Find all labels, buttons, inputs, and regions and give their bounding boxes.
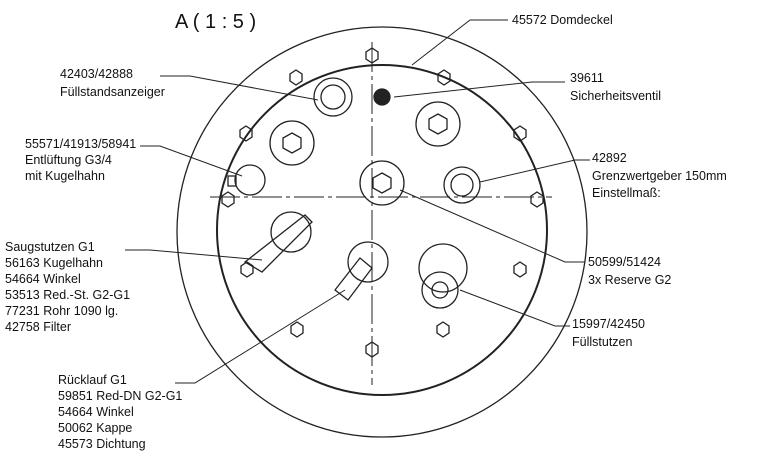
label-line: 54664 Winkel	[5, 272, 81, 286]
view-title: A ( 1 : 5 )	[175, 11, 256, 33]
label-line: 45573 Dichtung	[58, 437, 146, 451]
drawing: A ( 1 : 5 ) 45572 Domdeckel 42403/42888 …	[0, 0, 758, 458]
label-line: mit Kugelhahn	[25, 169, 105, 183]
label-line: Einstellmaß:	[592, 186, 661, 200]
label-line: 50062 Kappe	[58, 421, 132, 435]
label-line: 54664 Winkel	[58, 405, 134, 419]
leaders	[125, 20, 590, 383]
label-line: 55571/41913/58941	[25, 137, 136, 151]
label-line: Grenzwertgeber 150mm	[592, 169, 727, 183]
label-line: 39611	[570, 71, 604, 85]
labels: 45572 Domdeckel 42403/42888 Füllstandsan…	[5, 13, 727, 451]
label-line: Saugstutzen G1	[5, 240, 95, 254]
label-line: 45572 Domdeckel	[512, 13, 613, 27]
label-line: 42758 Filter	[5, 320, 71, 334]
label-line: 53513 Red.-St. G2-G1	[5, 288, 130, 302]
label-line: Sicherheitsventil	[570, 89, 661, 103]
label-line: Rücklauf G1	[58, 373, 127, 387]
label-line: 42892	[592, 151, 627, 165]
label-line: 56163 Kugelhahn	[5, 256, 103, 270]
label-line: 50599/51424	[588, 255, 661, 269]
lid	[177, 27, 587, 437]
label-line: 59851 Red-DN G2-G1	[58, 389, 182, 403]
label-line: 42403/42888	[60, 67, 133, 81]
label-line: 3x Reserve G2	[588, 273, 671, 287]
label-line: Füllstandsanzeiger	[60, 85, 165, 99]
label-line: 77231 Rohr 1090 lg.	[5, 304, 118, 318]
label-line: Entlüftung G3/4	[25, 153, 112, 167]
label-line: 15997/42450	[572, 317, 645, 331]
label-line: Füllstutzen	[572, 335, 632, 349]
